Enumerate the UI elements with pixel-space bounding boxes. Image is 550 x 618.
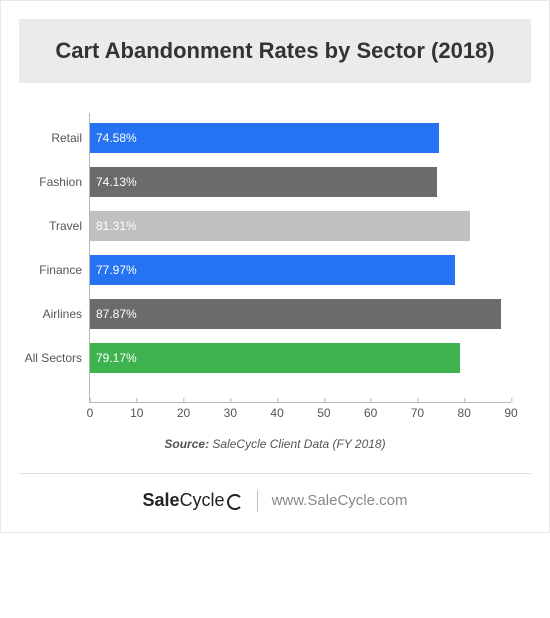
chart-row: Retail74.58% [90,123,511,153]
bar: 81.31% [90,211,470,241]
x-axis-tick: 20 [177,402,190,420]
source-text: SaleCycle Client Data (FY 2018) [209,437,386,451]
brand-url: www.SaleCycle.com [272,492,408,509]
bar-value-label: 87.87% [96,307,137,321]
y-axis-label: All Sectors [25,351,82,365]
chart-card: Cart Abandonment Rates by Sector (2018) … [0,0,550,533]
brand-bold: Sale [143,490,180,511]
x-axis-tick: 70 [411,402,424,420]
chart-row: Fashion74.13% [90,167,511,197]
source-line: Source: SaleCycle Client Data (FY 2018) [19,437,531,451]
vertical-separator [257,490,258,512]
chart-area: Retail74.58%Fashion74.13%Travel81.31%Fin… [19,113,531,433]
y-axis-label: Fashion [39,175,82,189]
bar: 87.87% [90,299,501,329]
bar: 74.13% [90,167,437,197]
chart-row: Travel81.31% [90,211,511,241]
chart-row: Airlines87.87% [90,299,511,329]
bar-value-label: 74.13% [96,175,137,189]
bar-value-label: 77.97% [96,263,137,277]
x-axis-tick: 10 [130,402,143,420]
chart-title: Cart Abandonment Rates by Sector (2018) [33,37,517,65]
bar: 77.97% [90,255,455,285]
y-axis-label: Retail [51,131,82,145]
y-axis-label: Airlines [43,307,82,321]
chart-plot: Retail74.58% Fashion74.13% Travel81.31% Fin… [89,113,511,403]
x-axis-tick: 90 [504,402,517,420]
bar: 74.58% [90,123,439,153]
cycle-icon [227,494,243,510]
x-axis-tick: 50 [317,402,330,420]
source-prefix: Source: [164,437,209,451]
y-axis-label: Travel [49,219,82,233]
x-axis-tick: 40 [270,402,283,420]
title-box: Cart Abandonment Rates by Sector (2018) [19,19,531,83]
x-axis-tick: 60 [364,402,377,420]
brand-logo: SaleCycle [143,490,243,511]
bar: 79.17% [90,343,460,373]
bar-value-label: 81.31% [96,219,137,233]
footer: SaleCycle www.SaleCycle.com [19,490,531,518]
footer-divider [19,473,531,474]
chart-row: All Sectors79.17% [90,343,511,373]
x-axis-tick: 0 [87,402,94,420]
x-axis-tick: 30 [224,402,237,420]
bar-value-label: 79.17% [96,351,137,365]
y-axis-label: Finance [39,263,82,277]
brand-thin: Cycle [180,490,225,511]
bar-value-label: 74.58% [96,131,137,145]
chart-row: Finance77.97% [90,255,511,285]
x-axis-tick: 80 [458,402,471,420]
